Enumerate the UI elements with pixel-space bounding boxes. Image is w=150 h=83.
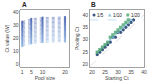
svg-text:0: 0 [16, 61, 19, 67]
svg-text:40: 40 [82, 12, 88, 18]
svg-text:25: 25 [82, 49, 88, 55]
svg-text:Pool size: Pool size [35, 75, 56, 81]
svg-text:25: 25 [102, 69, 108, 75]
svg-text:35: 35 [82, 24, 88, 30]
svg-text:20: 20 [62, 69, 68, 75]
svg-text:40: 40 [141, 69, 147, 75]
svg-text:20: 20 [89, 69, 95, 75]
svg-text:30: 30 [115, 69, 121, 75]
svg-text:30: 30 [82, 36, 88, 42]
svg-text:20: 20 [82, 61, 88, 67]
svg-text:A: A [22, 1, 27, 8]
svg-text:20: 20 [13, 35, 19, 41]
svg-text:35: 35 [128, 69, 134, 75]
svg-text:40: 40 [13, 9, 19, 15]
svg-text:Ct value (W): Ct value (W) [4, 24, 10, 52]
svg-text:10: 10 [40, 69, 46, 75]
svg-text:1: 1 [21, 69, 24, 75]
svg-text:Pooling Ct: Pooling Ct [74, 26, 80, 50]
svg-text:30: 30 [13, 22, 19, 28]
svg-text:1/10: 1/10 [113, 13, 122, 18]
svg-text:5: 5 [30, 69, 33, 75]
svg-text:1/5: 1/5 [97, 13, 104, 18]
svg-text:B: B [91, 1, 96, 8]
svg-text:1/20: 1/20 [131, 13, 140, 18]
svg-text:Starting Ct: Starting Ct [105, 75, 129, 81]
svg-text:10: 10 [13, 48, 19, 54]
